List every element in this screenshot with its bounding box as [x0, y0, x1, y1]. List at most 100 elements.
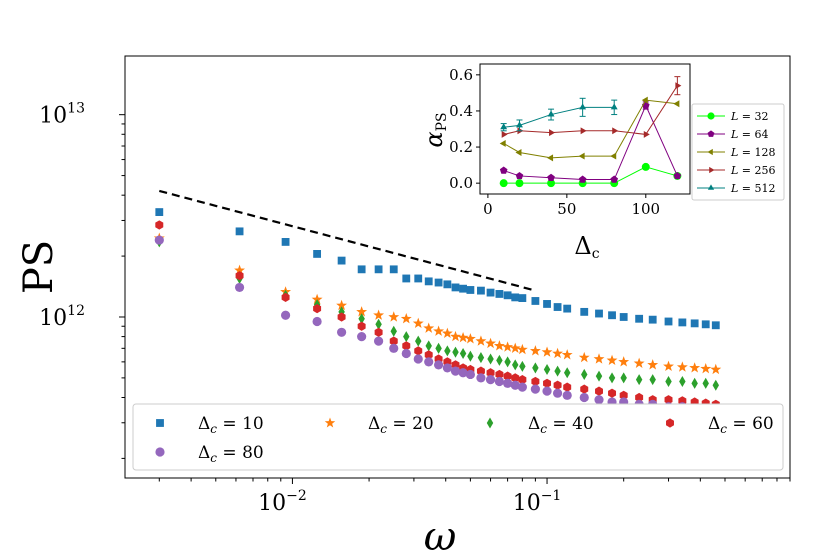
data-point [374, 327, 383, 337]
inset-y-axis-label: αPS [420, 112, 450, 147]
main-plot-marks [153, 208, 722, 414]
inset-legend-marker [707, 112, 715, 120]
main-y-axis-label: PS [16, 240, 62, 294]
data-point [442, 363, 452, 373]
data-point [519, 360, 526, 372]
data-point [581, 368, 588, 380]
data-point [676, 361, 688, 372]
data-point [503, 371, 512, 381]
data-point [543, 378, 552, 388]
x-tick-label: 10−2 [258, 488, 307, 516]
data-point [375, 318, 382, 330]
data-point [493, 340, 505, 351]
legend-entry: Δc = 60 [666, 414, 774, 436]
inset-data-point [578, 175, 587, 183]
data-point [502, 378, 513, 388]
data-point [495, 290, 504, 298]
data-point [423, 322, 435, 333]
main-legend: Δc = 10 Δc = 20 Δc = 40 Δc = 60 Δc = 80 [132, 403, 784, 471]
inset-data-point [499, 139, 506, 147]
data-point [358, 313, 365, 325]
data-point [401, 348, 411, 359]
y-tick-label: 1013 [39, 101, 85, 129]
legend-marker [486, 417, 494, 429]
data-point [374, 265, 383, 274]
inset-data-point [673, 171, 682, 180]
data-point [443, 280, 452, 289]
data-point [280, 310, 291, 320]
data-point [608, 311, 616, 320]
data-point [647, 359, 659, 370]
data-point [402, 274, 411, 283]
data-point [580, 384, 589, 394]
data-point [412, 317, 424, 328]
data-point [595, 370, 603, 382]
data-point [543, 363, 551, 376]
reference-dashed-line [159, 189, 536, 292]
inset-data-point [675, 82, 682, 90]
data-point [618, 356, 630, 367]
legend-label: Δc = 20 [368, 414, 434, 436]
data-point [313, 250, 322, 258]
inset-data-point [579, 103, 587, 110]
inset-data-point [516, 121, 523, 128]
inset-data-point [610, 103, 618, 110]
data-point [494, 376, 505, 387]
data-point [356, 306, 368, 317]
data-point [663, 360, 674, 371]
data-point [619, 313, 628, 321]
inset-legend-label: L = 32 [730, 110, 769, 123]
data-point [235, 271, 244, 281]
data-point [403, 331, 410, 343]
data-point [648, 315, 657, 324]
data-point [518, 294, 527, 302]
inset-data-point [499, 166, 508, 174]
inset-x-tick-label: 100 [631, 200, 660, 218]
data-point [433, 325, 445, 336]
data-point [154, 235, 164, 245]
data-point [553, 380, 562, 390]
inset-data-point [547, 154, 554, 162]
inset-legend-entry: L = 128 [697, 146, 776, 159]
data-point [459, 284, 467, 293]
data-point [476, 373, 486, 383]
data-point [425, 340, 432, 352]
inset-y-tick-label: 0.6 [449, 66, 473, 84]
data-point [374, 336, 384, 346]
inset-legend-entry: L = 512 [697, 182, 776, 195]
data-point [155, 220, 164, 230]
data-point [336, 299, 348, 311]
data-point [543, 300, 551, 308]
data-point [477, 286, 485, 295]
inset-series-3 [499, 96, 680, 162]
data-point [580, 307, 589, 316]
data-point [517, 382, 527, 392]
data-point [595, 386, 603, 396]
data-point [578, 351, 590, 363]
data-point [281, 238, 290, 246]
data-point [511, 293, 520, 302]
data-point [357, 265, 366, 274]
data-point [518, 375, 527, 385]
inset-data-point [580, 127, 587, 135]
legend-entry: Δc = 20 [324, 414, 434, 436]
data-point [402, 341, 411, 351]
data-point [712, 379, 720, 391]
data-point [595, 309, 603, 318]
data-point [619, 390, 628, 400]
data-point [620, 372, 627, 384]
data-point [594, 395, 604, 405]
data-point [690, 319, 699, 328]
data-point [464, 333, 476, 344]
data-point [552, 347, 564, 359]
data-point [452, 346, 459, 358]
data-point [486, 368, 495, 378]
inset-legend-marker [709, 166, 715, 174]
inset-data-point [547, 179, 556, 188]
series-4 [155, 220, 720, 409]
inset-series-5 [500, 97, 618, 132]
data-point [486, 288, 495, 297]
data-point [512, 359, 519, 371]
inset-data-point [499, 179, 508, 188]
inset-legend-label: L = 64 [730, 128, 769, 141]
